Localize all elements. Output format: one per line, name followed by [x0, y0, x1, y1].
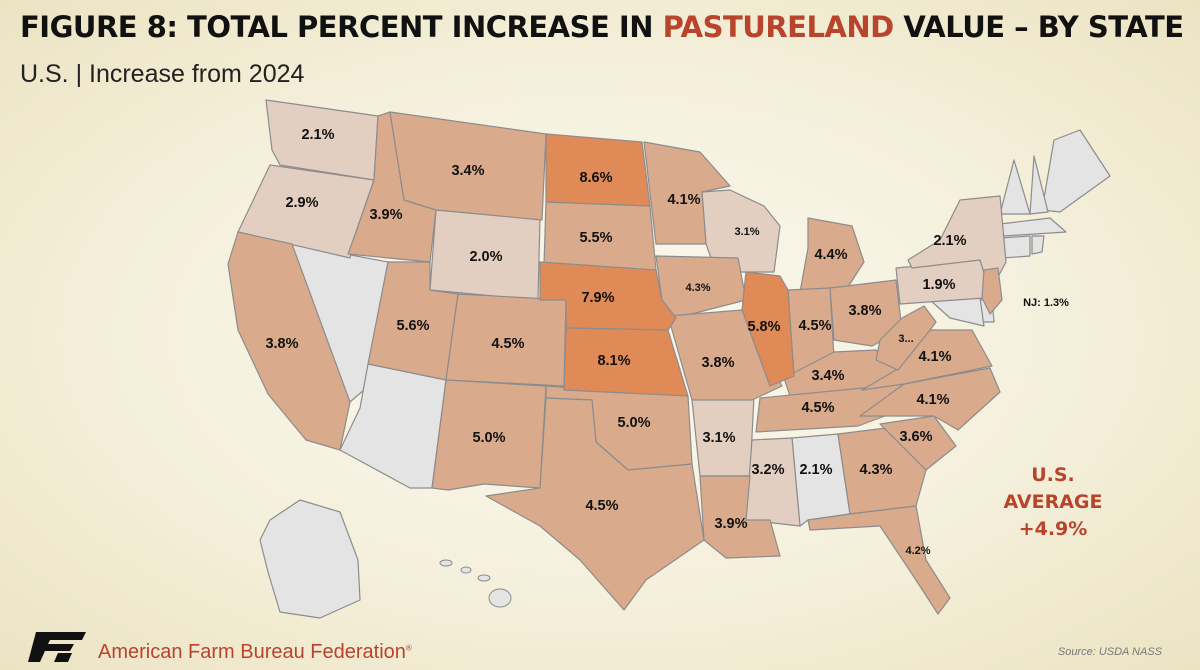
label-alabama: 2.1%	[799, 462, 832, 478]
state-florida	[807, 505, 951, 615]
label-kansas: 8.1%	[597, 353, 630, 369]
chart-title: FIGURE 8: TOTAL PERCENT INCREASE IN PAST…	[20, 10, 1184, 44]
state-alaska	[259, 499, 361, 619]
label-west-virginia: 3...	[898, 333, 913, 345]
state-montana	[389, 111, 547, 221]
source-note: Source: USDA NASS	[1057, 646, 1162, 658]
label-indiana: 4.5%	[798, 318, 831, 334]
title-highlight: PASTURELAND	[662, 10, 895, 44]
state-new-york	[907, 195, 1007, 293]
label-oregon: 2.9%	[285, 195, 318, 211]
us-average-value: +4.9%	[1018, 518, 1088, 540]
us-average-callout: U.S. AVERAGE +4.9%	[978, 462, 1128, 543]
label-florida: 4.2%	[905, 545, 930, 557]
state-west-virginia	[875, 305, 937, 371]
title-prefix: FIGURE 8: TOTAL PERCENT INCREASE IN	[20, 10, 663, 44]
state-texas	[485, 397, 705, 611]
label-iowa: 4.3%	[685, 282, 710, 294]
label-colorado: 4.5%	[491, 336, 524, 352]
state-illinois	[741, 271, 795, 387]
state-maine	[1041, 129, 1111, 213]
label-utah: 5.6%	[396, 318, 429, 334]
label-wisconsin: 3.1%	[734, 226, 759, 238]
org-name: American Farm Bureau Federation®	[98, 641, 412, 664]
farm-bureau-logo-icon	[28, 632, 86, 662]
us-average-line2: AVERAGE	[1003, 491, 1103, 513]
label-nebraska: 7.9%	[581, 290, 614, 306]
label-washington: 2.1%	[301, 127, 334, 143]
org-name-text: American Farm Bureau Federation	[98, 641, 406, 663]
state-north-dakota	[545, 133, 651, 207]
state-georgia	[837, 427, 927, 515]
state-minnesota	[643, 141, 731, 245]
label-idaho: 3.9%	[369, 207, 402, 223]
label-ohio: 3.8%	[848, 303, 881, 319]
label-kentucky: 3.4%	[811, 368, 844, 384]
state-mississippi	[745, 437, 801, 527]
state-vermont	[999, 159, 1031, 215]
state-california	[227, 231, 351, 451]
label-pennsylvania: 1.9%	[922, 277, 955, 293]
label-michigan: 4.4%	[814, 247, 847, 263]
label-north-dakota: 8.6%	[579, 170, 612, 186]
state-washington	[265, 99, 379, 181]
label-california: 3.8%	[265, 336, 298, 352]
state-massachusetts	[999, 217, 1067, 237]
state-virginia	[861, 329, 993, 391]
state-wisconsin	[701, 189, 781, 273]
label-new-mexico: 5.0%	[472, 430, 505, 446]
state-new-hampshire	[1029, 155, 1049, 215]
label-louisiana: 3.9%	[714, 516, 747, 532]
label-oklahoma: 5.0%	[617, 415, 650, 431]
us-average-line1: U.S.	[1031, 464, 1075, 486]
label-virginia: 4.1%	[918, 349, 951, 365]
state-louisiana	[699, 475, 781, 559]
label-missouri: 3.8%	[701, 355, 734, 371]
state-maryland	[929, 297, 985, 327]
state-new-jersey	[981, 267, 1003, 315]
label-minnesota: 4.1%	[667, 192, 700, 208]
state-rhode-island	[1031, 235, 1045, 255]
label-wyoming: 2.0%	[469, 249, 502, 265]
label-south-dakota: 5.5%	[579, 230, 612, 246]
label-georgia: 4.3%	[859, 462, 892, 478]
state-kansas	[563, 327, 689, 397]
label-montana: 3.4%	[451, 163, 484, 179]
label-arkansas: 3.1%	[702, 430, 735, 446]
label-texas: 4.5%	[585, 498, 618, 514]
label-south-carolina: 3.6%	[899, 429, 932, 445]
label-north-carolina: 4.1%	[916, 392, 949, 408]
state-hawaii	[439, 559, 512, 608]
org-registered-mark: ®	[405, 643, 412, 653]
label-tennessee: 4.5%	[801, 400, 834, 416]
state-south-carolina	[879, 415, 957, 471]
title-suffix: VALUE – BY STATE	[893, 10, 1184, 44]
label-illinois: 5.8%	[747, 319, 780, 335]
label-new-jersey: NJ: 1.3%	[1023, 297, 1069, 309]
label-new-york: 2.1%	[933, 233, 966, 249]
chart-subtitle: U.S. | Increase from 2024	[20, 60, 305, 88]
label-mississippi: 3.2%	[751, 462, 784, 478]
